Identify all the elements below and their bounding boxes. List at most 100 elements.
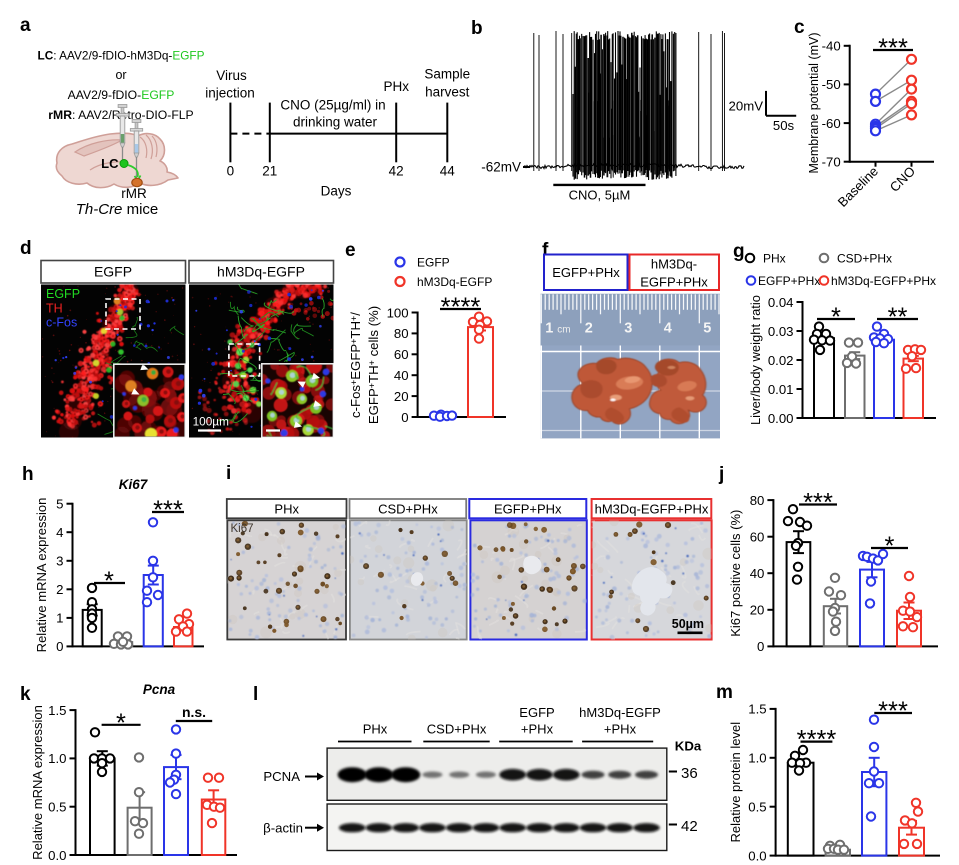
svg-text:**: ** [888,304,908,332]
svg-text:drinking water: drinking water [293,115,378,130]
svg-text:Ki67: Ki67 [119,477,149,492]
svg-text:k: k [20,684,31,705]
svg-text:CNO, 5µM: CNO, 5µM [569,188,631,203]
svg-text:1.0: 1.0 [48,751,66,766]
svg-text:EGFP+PHx: EGFP+PHx [758,274,820,288]
svg-text:β-actin: β-actin [263,820,303,835]
svg-text:3: 3 [624,320,632,336]
svg-text:LC: AAV2/9-fDIO-hM3Dq-EGFP: LC: AAV2/9-fDIO-hM3Dq-EGFP [38,49,205,63]
svg-text:PHx: PHx [274,502,299,517]
svg-text:hM3Dq-EGFP+PHx: hM3Dq-EGFP+PHx [831,274,936,288]
svg-text:PHx: PHx [763,252,786,266]
svg-text:0.04: 0.04 [768,295,794,310]
svg-text:c-Fos+EGFP+TH+/: c-Fos+EGFP+TH+/ [348,312,363,418]
svg-text:80: 80 [394,326,409,341]
svg-text:1.5: 1.5 [48,703,66,718]
svg-text:injection: injection [205,86,255,101]
svg-text:*: * [104,568,114,596]
svg-text:-60: -60 [822,116,841,131]
svg-text:c: c [794,17,805,38]
svg-text:42: 42 [389,164,404,179]
svg-text:Relative protein level: Relative protein level [728,722,743,843]
svg-text:EGFP: EGFP [417,256,450,270]
svg-text:100µm: 100µm [193,415,229,429]
svg-text:40: 40 [394,368,409,383]
svg-text:-70: -70 [822,155,841,170]
svg-text:5: 5 [56,497,63,512]
svg-text:21: 21 [262,164,277,179]
svg-text:e: e [345,240,356,261]
svg-text:d: d [20,238,32,259]
svg-text:PCNA: PCNA [263,769,300,784]
svg-text:TH: TH [46,302,63,316]
svg-text:EGFP+PHx: EGFP+PHx [494,502,562,517]
svg-text:5: 5 [703,320,711,336]
svg-text:LC: LC [101,156,119,171]
svg-text:Relative mRNA expression: Relative mRNA expression [34,498,49,653]
svg-text:CSD+PHx: CSD+PHx [378,502,438,517]
svg-text:harvest: harvest [425,85,470,100]
svg-text:PHx: PHx [363,722,388,737]
svg-text:0.01: 0.01 [768,382,794,397]
svg-text:80: 80 [750,493,765,508]
svg-text:l: l [253,684,258,705]
svg-text:+PHx: +PHx [604,722,637,737]
svg-text:Relative mRNA expression: Relative mRNA expression [30,705,45,860]
svg-text:Ki67: Ki67 [231,523,254,535]
svg-text:1.5: 1.5 [748,702,766,717]
svg-text:Membrane potential (mV): Membrane potential (mV) [807,32,821,173]
svg-text:rMR: AAV2/Retro-DIO-FLP: rMR: AAV2/Retro-DIO-FLP [48,108,193,122]
svg-text:hM3Dq-EGFP: hM3Dq-EGFP [217,264,305,280]
svg-text:i: i [226,463,231,484]
svg-text:Days: Days [321,184,352,199]
svg-text:0.5: 0.5 [48,800,66,815]
svg-text:Virus: Virus [216,68,247,83]
svg-text:1: 1 [56,611,63,626]
svg-text:EGFP: EGFP [519,705,554,720]
svg-text:h: h [22,464,34,485]
svg-text:1: 1 [545,320,553,336]
svg-text:PHx: PHx [383,79,409,94]
svg-text:0.0: 0.0 [748,848,766,863]
svg-text:Liver/body weight ratio: Liver/body weight ratio [748,295,763,425]
svg-text:c-Fos: c-Fos [46,316,77,330]
svg-text:g: g [733,241,745,262]
svg-text:f: f [542,240,549,261]
svg-text:***: *** [878,698,908,726]
svg-text:2: 2 [56,582,63,597]
svg-text:4: 4 [664,320,672,336]
svg-text:0: 0 [401,410,408,425]
svg-text:b: b [471,18,483,39]
svg-text:EGFP+TH+ cells (%): EGFP+TH+ cells (%) [366,306,381,424]
svg-text:60: 60 [394,347,409,362]
svg-text:hM3Dq-EGFP: hM3Dq-EGFP [417,275,492,289]
svg-text:50µm: 50µm [672,617,704,631]
svg-text:***: *** [878,35,908,63]
svg-text:hM3Dq-: hM3Dq- [651,257,697,272]
svg-text:j: j [718,464,724,485]
svg-text:100: 100 [387,305,409,320]
svg-text:Ki67 positive cells (%): Ki67 positive cells (%) [728,510,743,637]
svg-text:50s: 50s [773,118,795,133]
svg-text:CSD+PHx: CSD+PHx [837,252,892,266]
svg-text:+PHx: +PHx [521,722,554,737]
svg-text:0: 0 [757,639,764,654]
svg-text:0.5: 0.5 [748,800,766,815]
svg-text:60: 60 [750,530,765,545]
svg-text:CSD+PHx: CSD+PHx [427,722,487,737]
svg-text:-40: -40 [822,39,841,54]
svg-text:40: 40 [750,566,765,581]
svg-text:1.0: 1.0 [748,751,766,766]
svg-text:44: 44 [440,164,456,179]
svg-text:EGFP: EGFP [46,287,80,301]
svg-text:*: * [116,709,126,737]
svg-text:20mV: 20mV [729,99,764,114]
svg-text:AAV2/9-fDIO-EGFP: AAV2/9-fDIO-EGFP [68,88,175,102]
svg-text:EGFP: EGFP [94,264,132,280]
svg-text:a: a [20,15,31,36]
svg-text:m: m [716,682,733,703]
svg-text:CNO (25µg/ml) in: CNO (25µg/ml) in [280,98,385,113]
svg-text:4: 4 [56,525,63,540]
svg-text:20: 20 [394,389,409,404]
svg-text:0: 0 [227,164,235,179]
